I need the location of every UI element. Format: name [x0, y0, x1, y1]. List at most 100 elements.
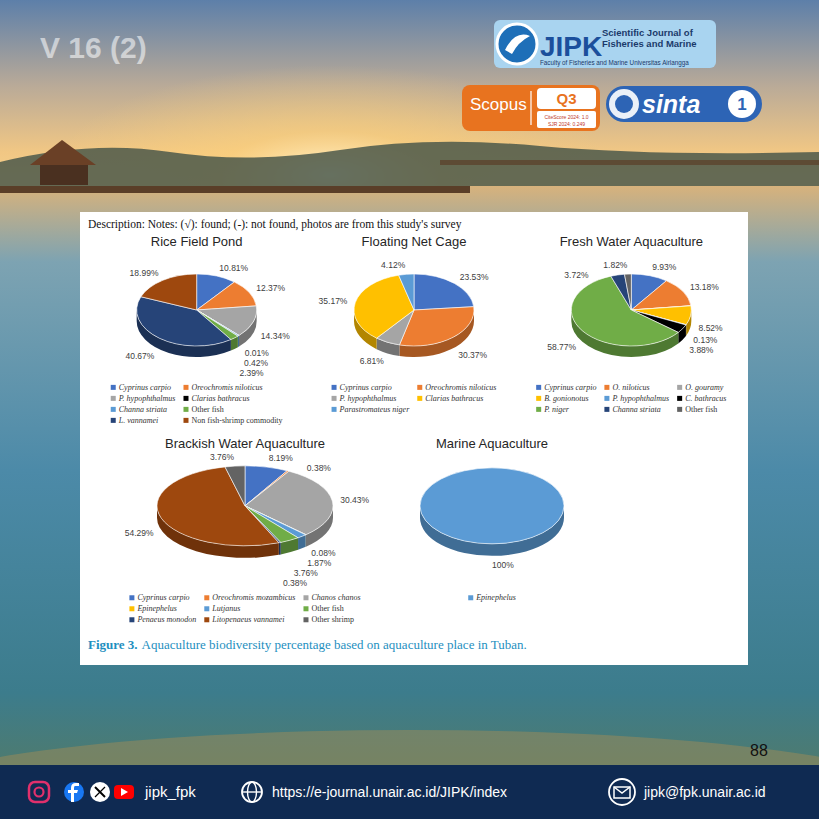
legend-swatch — [332, 407, 337, 412]
pie-chart: Floating Net Cage23.53%30.37%4.12%35.17%… — [319, 234, 489, 366]
legend-item: Oreochromis mozambicus — [204, 593, 295, 602]
legend-item: Other fish — [303, 604, 343, 613]
legend-swatch — [468, 595, 473, 600]
legend-item: Clarias bathracus — [417, 394, 483, 403]
slice — [141, 274, 197, 310]
slice-side — [238, 336, 239, 348]
journal-subtitle-line: Fisheries and Marine — [602, 38, 697, 49]
legend-label: Non fish-shrimp commodity — [191, 416, 282, 425]
journal-subtitle-line: Scientific Journal of — [602, 27, 694, 38]
legend-swatch — [677, 396, 682, 401]
slice — [197, 282, 257, 310]
chart-title: Fresh Water Aquaculture — [560, 234, 703, 249]
data-label: 23.53% — [460, 272, 489, 282]
data-label: 4.12% — [381, 260, 406, 270]
legend-item: Cyprinus carpio — [129, 593, 189, 602]
youtube-icon — [121, 788, 128, 796]
legend: Cyprinus carpioOreochromis niloticusP. h… — [111, 383, 283, 425]
legend-label: Channa striata — [119, 405, 167, 414]
journal-logo — [497, 24, 537, 64]
data-label: 3.88% — [689, 345, 714, 355]
legend: Cyprinus carpioOreochromis niloticusP. h… — [332, 383, 497, 414]
slice — [624, 274, 631, 310]
legend-item: P. hypophthalmus — [332, 394, 397, 403]
data-label: 30.43% — [340, 495, 369, 505]
legend-swatch — [604, 385, 609, 390]
data-label: 1.87% — [307, 558, 332, 568]
data-label: 0.38% — [307, 463, 332, 473]
data-label: 13.18% — [690, 282, 719, 292]
sinta-name: sinta — [642, 90, 700, 118]
legend-item: Other fish — [183, 405, 223, 414]
globe-icon — [242, 791, 262, 792]
slice — [420, 468, 564, 544]
slice — [631, 281, 691, 310]
legend-item: Chanos chanos — [303, 593, 360, 602]
figure-panel — [80, 212, 748, 665]
legend-item: P. niger — [536, 405, 570, 414]
website: https://e-journal.unair.ac.id/JIPK/index — [272, 784, 507, 800]
legend-label: Oreochromis niloticus — [425, 383, 496, 392]
legend-label: Channa striata — [612, 405, 660, 414]
legend-label: Epinephelus — [475, 593, 516, 602]
legend-swatch — [129, 617, 134, 622]
journal-subtitle: Scientific Journal ofFisheries and Marin… — [602, 27, 697, 49]
legend-label: Clarias bathracus — [425, 394, 483, 403]
legend-swatch — [604, 396, 609, 401]
data-label: 3.76% — [210, 452, 235, 462]
social-handle: jipk_fpk — [144, 783, 196, 800]
data-label: 12.37% — [256, 283, 285, 293]
legend-item: C. bathracus — [677, 394, 726, 403]
journal-badge — [494, 20, 716, 68]
slice — [157, 467, 279, 546]
data-label: 9.93% — [652, 262, 677, 272]
footer — [0, 765, 819, 819]
figure-note: Description: Notes: (√): found; (-): not… — [88, 218, 462, 231]
legend-swatch — [183, 407, 188, 412]
legend-label: Litopenaeus vannamei — [211, 615, 284, 624]
legend-label: Oreochromis mozambicus — [212, 593, 295, 602]
water — [0, 186, 819, 819]
hut — [40, 165, 88, 185]
pier — [440, 160, 819, 165]
legend-item: Epinephelus — [129, 604, 177, 613]
youtube-icon — [114, 785, 134, 799]
legend-swatch — [604, 407, 609, 412]
legend-swatch — [204, 617, 209, 622]
legend-item: L. vannamei — [111, 416, 159, 425]
legend-item: O. gouramy — [677, 383, 724, 392]
data-label: 8.52% — [699, 323, 724, 333]
legend-item: B. gonionotus — [536, 394, 588, 403]
data-label: 18.99% — [130, 268, 159, 278]
journal-name: JIPK — [540, 31, 602, 62]
legend-swatch — [332, 396, 337, 401]
journal-faculty: Faculty of Fisheries and Marine Universi… — [540, 59, 689, 67]
figure-caption: Figure 3.Aquaculture biodiversity percen… — [88, 637, 527, 652]
data-label: 35.17% — [319, 296, 348, 306]
data-label: 0.38% — [283, 578, 308, 588]
legend-swatch — [303, 606, 308, 611]
legend-swatch — [204, 595, 209, 600]
legend-label: Penaeus monodon — [136, 615, 196, 624]
data-label: 0.01% — [245, 348, 270, 358]
chart-title: Floating Net Cage — [362, 234, 467, 249]
hills — [0, 142, 819, 190]
data-label: 6.81% — [360, 356, 385, 366]
facebook-icon — [68, 783, 79, 802]
legend-item: O. niloticus — [604, 383, 649, 392]
chart-title: Brackish Water Aquaculture — [165, 436, 325, 451]
data-label: 8.19% — [269, 453, 294, 463]
legend-swatch — [303, 595, 308, 600]
legend-item: Channa striata — [111, 405, 167, 414]
legend-swatch — [417, 385, 422, 390]
sinta-logo — [615, 95, 633, 113]
legend-label: Cyprinus carpio — [137, 593, 189, 602]
legend-item: Lutjanus — [204, 604, 240, 613]
data-label: 2.39% — [240, 368, 265, 378]
legend-item: Parastromateus niger — [332, 405, 411, 414]
legend-label: O. niloticus — [612, 383, 649, 392]
legend-swatch — [536, 385, 541, 390]
legend-swatch — [332, 385, 337, 390]
x-icon — [95, 787, 105, 797]
legend-label: Parastromateus niger — [339, 405, 411, 414]
